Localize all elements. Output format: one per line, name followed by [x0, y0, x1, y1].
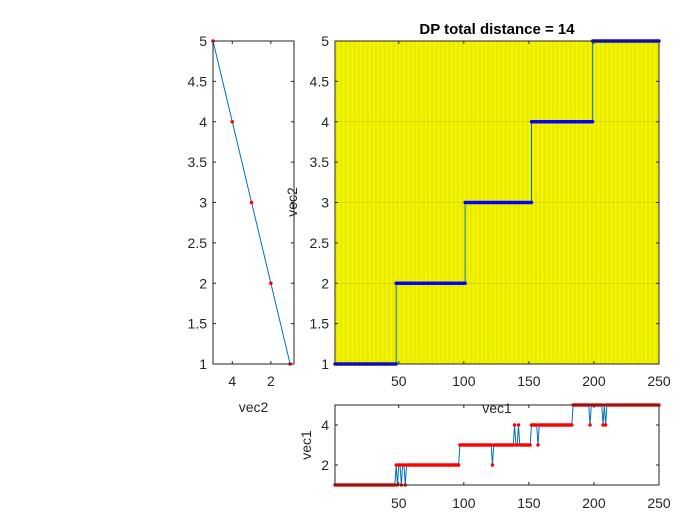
left-ytick-label: 1: [199, 356, 207, 372]
bottom-xtick-label: 50: [391, 495, 407, 511]
bottom-data-point: [570, 423, 574, 427]
main-ytick-label: 3.5: [310, 154, 330, 170]
main-ytick-label: 1.5: [310, 316, 330, 332]
bottom-ytick-label: 4: [321, 417, 329, 433]
bottom-ytick-label: 2: [321, 457, 329, 473]
bottom-xtick-label: 100: [452, 495, 476, 511]
left-ytick-label: 4: [199, 114, 207, 130]
main-ytick-label: 4: [321, 114, 329, 130]
left-ytick-label: 1.5: [188, 316, 208, 332]
left-ytick-label: 3.5: [188, 154, 208, 170]
bottom-data-point: [394, 463, 398, 467]
bottom-data-point: [490, 463, 495, 467]
main-plot-xlabel: vec1: [482, 400, 512, 416]
left-ytick-label: 3: [199, 195, 207, 211]
main-xtick-label: 250: [647, 373, 671, 389]
left-plot-ticks: 1 1.5 2 2.5 3 3.5 4 4.5 5 4 2: [188, 33, 294, 389]
main-path-point: [590, 120, 595, 124]
main-plot-ylabel: vec2: [284, 187, 300, 217]
main-plot: 1 1.5 2 2.5 3 3.5 4 4.5 5 50 100 150 200 250 DP total…: [284, 21, 671, 416]
bottom-data-point: [489, 443, 493, 447]
main-path-point: [529, 200, 534, 205]
main-ytick-label: 4.5: [310, 73, 330, 89]
left-data-point: [249, 200, 254, 205]
bottom-data-point: [536, 443, 540, 447]
bottom-plot-axes-box: [334, 404, 660, 486]
bottom-data-point: [588, 423, 592, 427]
bottom-data-point: [398, 463, 402, 467]
bottom-data-point: [601, 423, 605, 427]
bottom-xtick-label: 150: [517, 495, 541, 511]
left-xtick-label: 2: [267, 373, 275, 389]
main-plot-ticks: 1 1.5 2 2.5 3 3.5 4 4.5 5 50 100 150 200 250: [310, 33, 671, 389]
bottom-plot-ylabel: vec1: [298, 430, 314, 460]
bottom-data-point: [402, 463, 406, 467]
main-path-point: [463, 281, 467, 285]
main-xtick-label: 100: [452, 373, 476, 389]
main-ytick-label: 1: [321, 356, 329, 372]
left-plot-marks: [211, 39, 292, 366]
left-plot: 1 1.5 2 2.5 3 3.5 4 4.5 5 4 2 vec2: [188, 33, 295, 415]
main-xtick-label: 200: [582, 373, 606, 389]
bottom-data-point: [516, 423, 521, 427]
bottom-data-point: [511, 443, 515, 447]
left-data-point: [230, 119, 235, 124]
left-ytick-label: 2: [199, 275, 207, 291]
main-ytick-label: 2: [321, 275, 329, 291]
left-ytick-label: 4.5: [188, 73, 208, 89]
main-plot-marks: [333, 39, 661, 366]
left-ytick-label: 2.5: [188, 235, 208, 251]
bottom-xtick-label: 250: [647, 495, 671, 511]
bottom-data-point: [512, 423, 517, 427]
left-plot-xlabel: vec2: [239, 399, 269, 415]
left-ytick-label: 5: [199, 33, 207, 49]
bottom-plot-ticks: 2 4 50 100 150 200 250: [321, 405, 671, 511]
left-xtick-label: 4: [228, 373, 236, 389]
bottom-xtick-label: 200: [582, 495, 606, 511]
bottom-data-point: [515, 443, 519, 447]
main-ytick-label: 5: [321, 33, 329, 49]
bottom-data-point: [456, 463, 461, 467]
main-xtick-label: 150: [517, 373, 541, 389]
left-data-point: [269, 281, 273, 286]
main-plot-title: DP total distance = 14: [419, 21, 575, 38]
bottom-data-point: [534, 423, 539, 427]
bottom-plot: 2 4 50 100 150 200 250 vec1: [298, 403, 671, 511]
bottom-data-point: [528, 443, 532, 447]
main-ytick-label: 3: [321, 195, 329, 211]
main-ytick-label: 2.5: [310, 235, 330, 251]
main-xtick-label: 50: [391, 373, 407, 389]
bottom-data-point: [603, 423, 608, 427]
